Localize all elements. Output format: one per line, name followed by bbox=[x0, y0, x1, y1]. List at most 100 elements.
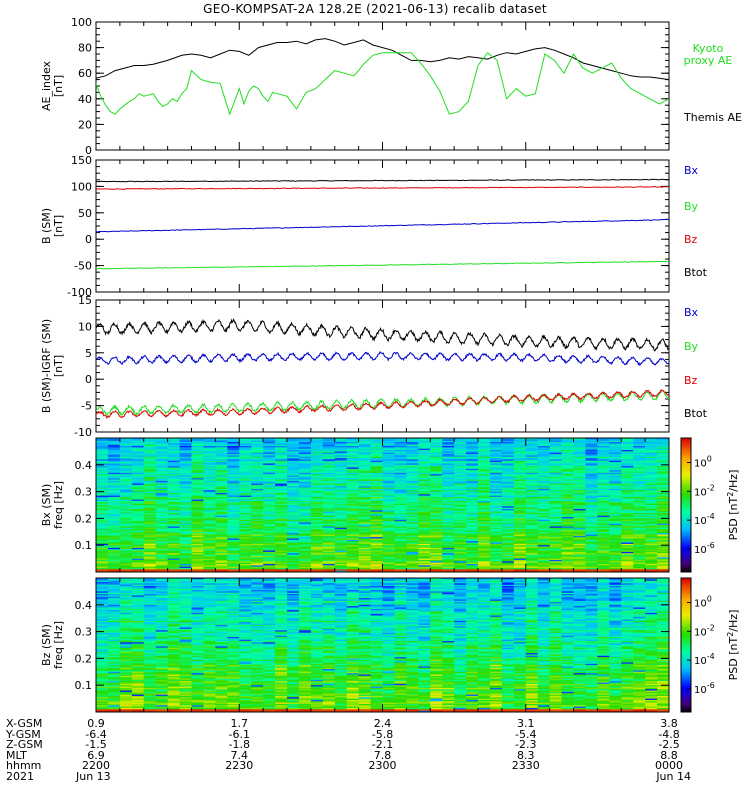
spectrogram-cell bbox=[394, 486, 407, 488]
spectrogram-cell bbox=[96, 562, 109, 565]
spectrogram-cell bbox=[561, 538, 574, 541]
spectrogram-cell bbox=[394, 519, 407, 522]
spectrogram-cell bbox=[191, 503, 204, 506]
spectrogram-cell bbox=[370, 553, 383, 555]
spectrogram-cell bbox=[430, 515, 443, 518]
spectrogram-cell bbox=[143, 530, 157, 533]
spectrogram-cell bbox=[645, 521, 658, 523]
spectrogram-cell bbox=[155, 538, 169, 541]
spectrogram-cell bbox=[525, 527, 539, 530]
spectrogram-cell bbox=[155, 545, 169, 547]
spectrogram-cell bbox=[394, 482, 407, 484]
spectrogram-cell bbox=[549, 507, 562, 510]
spectrogram-cell bbox=[501, 563, 515, 566]
spectrogram-cell bbox=[561, 562, 574, 565]
spectrogram-cell bbox=[263, 505, 276, 507]
spectrogram-cell bbox=[597, 471, 610, 474]
spectrogram-cell bbox=[561, 475, 574, 478]
spectrogram-cell bbox=[119, 468, 133, 471]
spectrogram-cell bbox=[131, 505, 145, 507]
spectrogram-cell bbox=[573, 487, 586, 490]
spectrogram-cell bbox=[561, 455, 574, 458]
spectrogram-cell bbox=[310, 537, 324, 539]
spectrogram-cell bbox=[597, 527, 610, 530]
spectrogram-cell bbox=[203, 510, 216, 513]
spectrogram-cell bbox=[454, 472, 467, 475]
spectrogram-cell bbox=[215, 514, 228, 517]
spectrogram-cell bbox=[239, 455, 252, 458]
spectrogram-cell bbox=[239, 519, 252, 522]
spectrogram-cell bbox=[358, 515, 371, 518]
spectrogram-cell bbox=[131, 459, 145, 462]
spectrogram-cell bbox=[585, 541, 598, 543]
spectrogram-cell bbox=[251, 557, 264, 559]
spectrogram-cell bbox=[155, 456, 169, 459]
spectrogram-cell bbox=[215, 554, 228, 557]
spectrogram-cell bbox=[203, 557, 216, 559]
spectrogram-cell bbox=[107, 531, 121, 534]
spectrogram-cell bbox=[155, 565, 169, 568]
spectrogram-cell bbox=[227, 467, 240, 470]
spectrogram-cell bbox=[239, 460, 252, 463]
spectrogram-cell bbox=[275, 492, 288, 495]
spectrogram-cell bbox=[155, 488, 169, 491]
spectrogram-cell bbox=[298, 476, 312, 479]
spectrogram-cell bbox=[537, 547, 551, 550]
spectrogram-cell bbox=[645, 480, 658, 483]
spectrogram-cell bbox=[466, 478, 479, 480]
spectrogram-cell bbox=[370, 440, 383, 443]
spectrogram-cell bbox=[191, 502, 204, 505]
spectrogram-cell bbox=[251, 523, 264, 526]
spectrogram-cell bbox=[573, 474, 586, 476]
spectrogram-cell bbox=[657, 479, 670, 482]
spectrogram-cell bbox=[442, 521, 455, 523]
spectrogram-cell bbox=[215, 490, 228, 492]
spectrogram-cell bbox=[167, 455, 180, 458]
spectrogram-cell bbox=[263, 480, 276, 483]
spectrogram-cell bbox=[406, 534, 419, 537]
spectrogram-cell bbox=[358, 440, 371, 443]
spectrogram-cell bbox=[418, 553, 431, 555]
spectrogram-cell bbox=[597, 491, 610, 494]
spectrogram-cell bbox=[478, 447, 491, 450]
spectrogram-cell bbox=[537, 459, 551, 462]
spectrogram-cell bbox=[394, 498, 407, 501]
spectrogram-cell bbox=[394, 443, 407, 446]
spectrogram-cell bbox=[96, 531, 109, 534]
spectrogram-cell bbox=[537, 530, 551, 533]
spectrogram-cell bbox=[609, 439, 622, 442]
spectrogram-cell bbox=[239, 470, 252, 472]
spectrogram-cell bbox=[275, 558, 288, 561]
spectrogram-cell bbox=[287, 527, 300, 530]
spectrogram-cell bbox=[287, 558, 300, 561]
spectrogram-cell bbox=[96, 488, 109, 491]
spectrogram-cell bbox=[143, 468, 157, 471]
spectrogram-cell bbox=[394, 529, 407, 531]
spectrogram-cell bbox=[442, 558, 455, 561]
spectrogram-cell bbox=[549, 498, 562, 501]
spectrogram-cell bbox=[155, 487, 169, 490]
spectrogram-cell bbox=[107, 523, 121, 526]
spectrogram-cell bbox=[346, 472, 360, 475]
spectrogram-cell bbox=[478, 479, 491, 482]
spectrogram-cell bbox=[131, 490, 145, 492]
spectrogram-cell bbox=[322, 531, 336, 534]
spectrogram-cell bbox=[454, 525, 467, 527]
spectrogram-cell bbox=[334, 452, 348, 455]
spectrogram-cell bbox=[346, 450, 360, 452]
spectrogram-cell bbox=[191, 491, 204, 494]
spectrogram-cell bbox=[310, 442, 324, 444]
spectrogram-cell bbox=[215, 439, 228, 442]
spectrogram-cell bbox=[489, 463, 503, 466]
spectrogram-cell bbox=[525, 522, 539, 525]
spectrogram-cell bbox=[549, 561, 562, 564]
spectrogram-cell bbox=[287, 514, 300, 517]
spectrogram-cell bbox=[370, 454, 383, 456]
spectrogram-cell bbox=[406, 440, 419, 443]
spectrogram-cell bbox=[657, 443, 670, 446]
spectrogram-cell bbox=[478, 494, 491, 497]
spectrogram-cell bbox=[406, 468, 419, 471]
spectrogram-cell bbox=[489, 486, 503, 488]
spectrogram-cell bbox=[143, 450, 157, 452]
spectrogram-cell bbox=[143, 537, 157, 539]
